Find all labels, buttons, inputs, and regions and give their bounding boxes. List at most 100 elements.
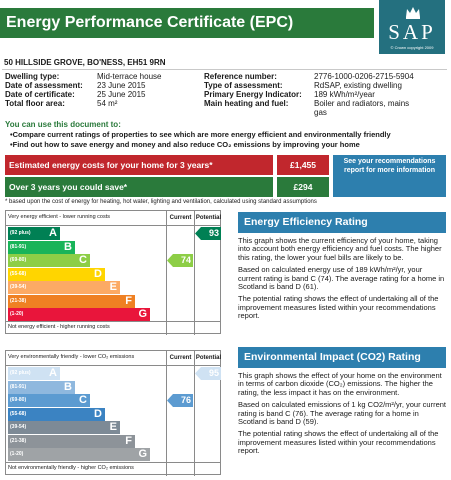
impact-panel-text: This graph shows the effect of your home… [238,371,442,397]
rating-band-c: (69-80) C [8,394,90,407]
rating-value: 74 [180,255,191,265]
band-range: (92 plus) [10,370,31,376]
detail-value: 2776-1000-0206-2715-5904 [314,72,414,81]
band-range: (81-91) [10,383,27,390]
band-letter: F [125,294,132,307]
band-range: (1-20) [10,451,24,457]
rating-band-c: (69-80) C [8,254,90,267]
logo-text: SAP [388,20,436,44]
detail-key: Dwelling type: [5,72,60,81]
rating-band-d: (55-68) D [8,407,105,421]
band-range: (69-80) [10,257,27,263]
impact-panel-title: Environmental Impact (CO2) Rating [238,347,446,368]
bullet-item: Find out how to save energy and money an… [10,140,391,150]
use-doc-title: You can use this document to: [5,120,121,129]
rating-band-f: (21-38) F [8,294,135,308]
efficiency-panel-text: This graph shows the current efficiency … [238,236,442,262]
band-range: (55-68) [10,410,27,417]
efficiency-info-panel: Energy Efficiency Rating This graph show… [238,212,446,321]
band-letter: C [79,254,87,266]
graph-top-label: Very environmentally friendly - lower CO… [8,354,135,360]
efficiency-panel-text: The potential rating shows the effect of… [238,294,439,321]
band-range: (21-38) [10,437,27,444]
details-left: Dwelling type: Mid-terrace house Date of… [5,72,205,112]
band-letter: D [94,407,102,420]
detail-value: RdSAP, existing dwelling [314,81,402,90]
detail-key: Main heating and fuel: [204,99,289,108]
impact-panel-text: Based on calculated emissions of 1 kg CO… [238,400,447,427]
potential-saving-row: Over 3 years you could save* £294 [5,177,367,197]
rating-band-g: (1-20) G [8,448,150,461]
band-range: (39-54) [10,284,27,290]
impact-panel-text: The potential rating shows the effect of… [238,429,439,456]
band-range: (81-91) [10,243,27,250]
rating-band-b: (81-91) B [8,240,75,254]
cost-footnote: * based upon the cost of energy for heat… [5,199,317,205]
current-column-header: Current [166,351,194,365]
detail-key: Type of assessment: [204,81,283,90]
cost-summary: Estimated energy costs for your home for… [5,155,446,197]
band-range: (69-80) [10,397,27,403]
rating-value: 76 [180,395,191,405]
band-letter: A [49,227,57,239]
detail-value: 54 m² [97,99,118,108]
current-column-header: Current [166,211,194,225]
page-title: Energy Performance Certificate (EPC) [0,8,374,38]
detail-key: Total floor area: [5,99,65,108]
band-letter: D [94,267,102,280]
efficiency-panel-text: Based on calculated energy use of 189 kW… [238,265,445,292]
band-letter: G [138,448,147,460]
rating-band-b: (81-91) B [8,380,75,394]
band-letter: A [49,367,57,379]
band-letter: C [79,394,87,406]
estimated-cost-value: £1,455 [277,155,329,175]
detail-value: 25 June 2015 [97,90,146,99]
potential-saving-value: £294 [277,177,329,197]
crown-icon [406,7,420,19]
band-range: (55-68) [10,270,27,277]
graph-bottom-label: Not energy efficient - higher running co… [8,324,110,330]
current-rating-arrow: 76 [167,394,193,407]
details-right: Reference number: 2776-1000-0206-2715-59… [204,72,448,118]
band-letter: B [64,240,72,253]
rating-value: 95 [208,368,219,378]
detail-value: gas [314,108,327,117]
current-rating-arrow: 74 [167,254,193,267]
energy-efficiency-graph: Very energy efficient - lower running co… [5,210,222,335]
rating-band-e: (39-54) E [8,421,120,434]
detail-key: Primary Energy Indicator: [204,90,302,99]
band-letter: E [109,281,117,293]
sap-logo: SAP © Crown copyright 2009 [379,0,445,54]
detail-value: Mid-terrace house [97,72,162,81]
rating-band-a: (92 plus) A [8,227,60,240]
band-range: (21-38) [10,297,27,304]
detail-value: 23 June 2015 [97,81,146,90]
efficiency-panel-title: Energy Efficiency Rating [238,212,446,233]
detail-value: 189 kWh/m²/year [314,90,375,99]
estimated-cost-row: Estimated energy costs for your home for… [5,155,367,175]
property-address: 50 HILLSIDE GROVE, BO'NESS, EH51 9RN [2,58,447,70]
band-letter: E [109,421,117,433]
band-range: (1-20) [10,311,24,317]
band-letter: B [64,380,72,393]
potential-column-header: Potential [194,351,222,365]
potential-rating-arrow: 93 [195,227,221,240]
rating-band-e: (39-54) E [8,281,120,294]
potential-column-header: Potential [194,211,222,225]
rating-value: 93 [208,228,219,238]
recommendations-link[interactable]: See your recommendations report for more… [333,155,446,197]
detail-key: Reference number: [204,72,277,81]
rating-band-f: (21-38) F [8,434,135,448]
environmental-impact-graph: Very environmentally friendly - lower CO… [5,350,222,476]
logo-caption: © Crown copyright 2009 [390,45,434,50]
potential-saving-label: Over 3 years you could save* [5,177,273,197]
rating-band-d: (55-68) D [8,267,105,281]
use-doc-bullets: Compare current ratings of properties to… [10,130,391,150]
detail-value: Boiler and radiators, mains [314,99,410,108]
detail-key: Date of assessment: [5,81,83,90]
graph-bottom-label: Not environmentally friendly - higher CO… [8,465,134,471]
band-letter: F [125,434,132,447]
potential-rating-arrow: 95 [195,367,221,380]
band-letter: G [138,308,147,320]
